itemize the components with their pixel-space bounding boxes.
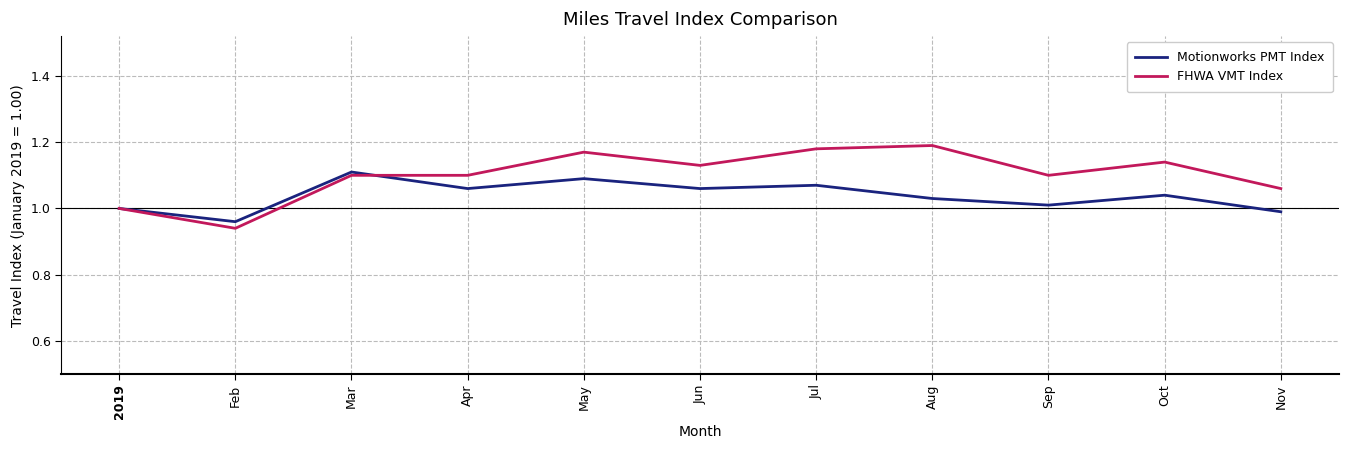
Motionworks PMT Index (1157, 193, 1173, 198)
Motionworks PMT Index (111, 206, 127, 211)
Line: FHWA VMT Index: FHWA VMT Index (119, 145, 1281, 228)
Motionworks PMT Index (925, 196, 941, 201)
Motionworks PMT Index (343, 169, 359, 175)
Legend: Motionworks PMT Index, FHWA VMT Index: Motionworks PMT Index, FHWA VMT Index (1126, 42, 1332, 92)
Y-axis label: Travel Index (January 2019 = 1.00): Travel Index (January 2019 = 1.00) (11, 84, 26, 327)
FHWA VMT Index (343, 173, 359, 178)
Motionworks PMT Index (459, 186, 475, 191)
FHWA VMT Index (1041, 173, 1057, 178)
Motionworks PMT Index (1273, 209, 1289, 215)
Title: Miles Travel Index Comparison: Miles Travel Index Comparison (563, 11, 837, 29)
Motionworks PMT Index (227, 219, 243, 225)
FHWA VMT Index (925, 143, 941, 148)
FHWA VMT Index (1273, 186, 1289, 191)
Motionworks PMT Index (693, 186, 709, 191)
Motionworks PMT Index (575, 176, 591, 181)
FHWA VMT Index (227, 225, 243, 231)
FHWA VMT Index (111, 206, 127, 211)
FHWA VMT Index (575, 149, 591, 155)
FHWA VMT Index (809, 146, 825, 152)
Motionworks PMT Index (1041, 202, 1057, 208)
X-axis label: Month: Month (678, 425, 722, 439)
Line: Motionworks PMT Index: Motionworks PMT Index (119, 172, 1281, 222)
Motionworks PMT Index (809, 183, 825, 188)
FHWA VMT Index (459, 173, 475, 178)
FHWA VMT Index (693, 163, 709, 168)
FHWA VMT Index (1157, 159, 1173, 165)
